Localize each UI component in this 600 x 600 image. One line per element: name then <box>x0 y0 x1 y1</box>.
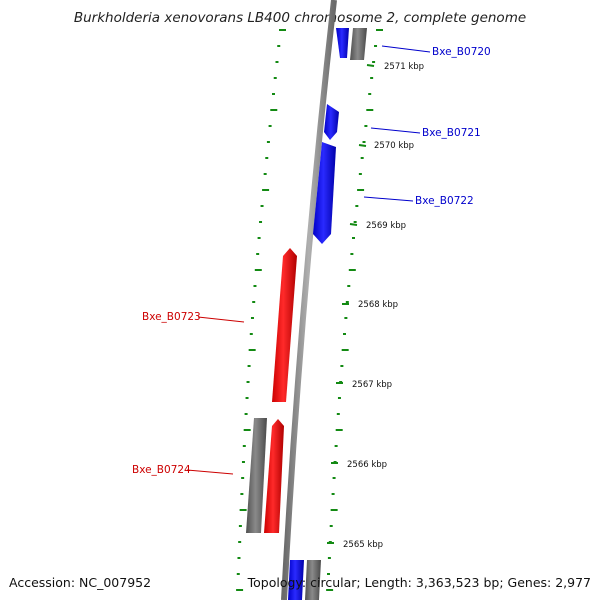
gene-arrow-bxe-b0723[interactable] <box>272 248 297 402</box>
inner-tick-ring <box>236 29 286 591</box>
major-tick-2569 <box>349 223 358 226</box>
kbp-label-2571: 2571 kbp <box>384 62 424 72</box>
kbp-label-2567: 2567 kbp <box>352 380 392 390</box>
leader-line-bxe-b0720 <box>381 45 431 53</box>
gene-arrow-bxe-b0720[interactable] <box>336 28 349 58</box>
accession-text: Accession: NC_007952 <box>9 575 152 590</box>
leader-line-bxe-b0722 <box>363 196 414 202</box>
gene-arrow-gray-mid[interactable] <box>246 418 267 533</box>
gene-arrow-blue-bottom[interactable] <box>288 560 304 600</box>
leader-line-bxe-b0724 <box>186 469 234 475</box>
gene-arrow-gray-bottom[interactable] <box>305 560 321 600</box>
outer-tick-ring <box>326 29 383 591</box>
kbp-label-2566: 2566 kbp <box>347 460 387 470</box>
major-tick-2571 <box>366 64 375 67</box>
major-tick-2570 <box>358 144 367 147</box>
gene-arrow-bxe-b0722[interactable] <box>313 142 336 244</box>
map-title: Burkholderia xenovorans LB400 chromosome… <box>73 10 527 26</box>
kbp-label-2569: 2569 kbp <box>366 221 406 231</box>
chromosome-backbone <box>281 0 337 600</box>
topology-text: Topology: circular; Length: 3,363,523 bp… <box>247 575 591 590</box>
gene-arrow-bxe-b0724[interactable] <box>264 419 284 533</box>
kbp-label-2568: 2568 kbp <box>358 300 398 310</box>
gene-label-bxe-b0721[interactable]: Bxe_B0721 <box>422 127 481 139</box>
gene-label-bxe-b0720[interactable]: Bxe_B0720 <box>432 46 491 58</box>
gene-label-bxe-b0722[interactable]: Bxe_B0722 <box>415 195 474 207</box>
kbp-label-2570: 2570 kbp <box>374 141 414 151</box>
gene-label-bxe-b0724[interactable]: Bxe_B0724 <box>132 464 191 476</box>
leader-line-bxe-b0723 <box>197 316 245 323</box>
gene-label-bxe-b0723[interactable]: Bxe_B0723 <box>142 311 201 323</box>
kbp-label-2565: 2565 kbp <box>343 540 383 550</box>
gene-arrow-gray-top[interactable] <box>350 28 367 60</box>
gene-arrow-bxe-b0721[interactable] <box>324 104 339 140</box>
leader-line-bxe-b0721 <box>370 127 421 134</box>
